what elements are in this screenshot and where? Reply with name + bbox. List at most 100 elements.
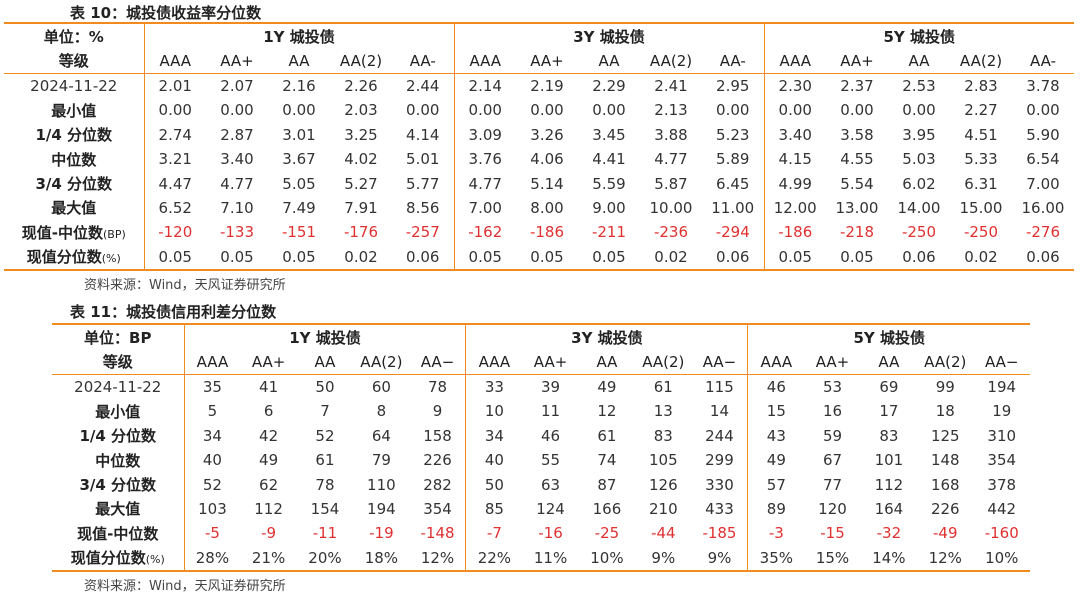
table-cell: -15 xyxy=(820,524,845,543)
table-cell: -276 xyxy=(1025,223,1061,242)
table-cell: 0.00 xyxy=(1026,101,1060,120)
table-cell: 61 xyxy=(653,377,673,396)
table-cell: 11.00 xyxy=(711,198,755,217)
unit-label: 单位：BP xyxy=(84,328,152,347)
table-row: 现值-中位数 -5 -9 -11 -19 -148 -7 -16 -25 -44 -185 -3 -15… xyxy=(52,521,1030,546)
table-row: 现值-中位数(BP) -120 -133 -151 -176 -257 -162 -186 -2… xyxy=(4,220,1074,245)
row-label-text: 1/4 分位数 xyxy=(35,126,113,145)
table-cell: 34 xyxy=(183,423,241,448)
row-label-text: 现值分位数 xyxy=(26,248,102,267)
table-cell: 33 xyxy=(465,374,523,400)
table-cell: 2.01 xyxy=(143,73,206,99)
table-cell: 310 xyxy=(987,426,1017,445)
table-cell: 9 xyxy=(432,402,443,421)
table-cell: 158 xyxy=(423,426,452,445)
table-cell: 18% xyxy=(364,548,399,567)
table-cell: -25 xyxy=(594,524,620,543)
table-cell: 4.51 xyxy=(964,125,998,144)
grade-header: AA(2) xyxy=(917,349,974,375)
table-cell: -32 xyxy=(876,524,902,543)
table-cell: -44 xyxy=(651,524,676,543)
table-cell: 55 xyxy=(540,451,561,470)
table-cell: 103 xyxy=(183,496,241,522)
row-label: 中位数 xyxy=(4,147,144,171)
table-cell: -250 xyxy=(901,223,937,242)
table-cell: 2.16 xyxy=(282,76,316,95)
table-cell: -49 xyxy=(933,524,958,543)
table-cell: -185 xyxy=(702,524,737,543)
table-cell: 0.06 xyxy=(406,247,440,266)
table-cell: 2.74 xyxy=(143,122,206,147)
table-cell: 3.45 xyxy=(592,125,626,144)
table-cell: 89 xyxy=(747,496,805,522)
group-header-row: 单位：% 1Y 城投债 3Y 城投债 5Y 城投债 xyxy=(4,23,1074,49)
table-cell: 3.21 xyxy=(143,146,206,172)
grade-header: AA xyxy=(888,48,950,74)
table11: 单位：BP 1Y 城投债 3Y 城投债 5Y 城投债 等级 AAA AA+ AA AA(2) AA… xyxy=(52,323,1030,572)
table-cell: 40 xyxy=(183,447,241,473)
table-cell: 125 xyxy=(930,426,960,445)
table-cell: 78 xyxy=(315,475,335,494)
table-cell: -7 xyxy=(465,521,523,546)
table-cell: 3.95 xyxy=(902,125,936,144)
table-cell: 354 xyxy=(987,451,1017,470)
table-row: 最小值 0.00 0.00 0.00 2.03 0.00 0.00 0.00 0.00 2.13 0… xyxy=(4,98,1074,123)
table-cell: -16 xyxy=(538,524,563,543)
table-cell: 5.05 xyxy=(282,174,316,193)
grade-header: AA xyxy=(296,349,354,375)
row-label-text: 中位数 xyxy=(95,451,141,470)
table-cell: 4.77 xyxy=(453,171,516,196)
grade-header: AA(2) xyxy=(635,349,692,375)
table-cell: 74 xyxy=(597,451,617,470)
table10-source: 资料来源：Wind，天风证券研究所 xyxy=(84,278,286,293)
table-cell: 2.95 xyxy=(716,76,750,95)
table-cell: 10.00 xyxy=(649,198,693,217)
table-cell: 299 xyxy=(705,451,734,470)
table-cell: 2.13 xyxy=(654,101,688,120)
row-label: 1/4 分位数 xyxy=(4,123,144,147)
table-cell: -176 xyxy=(343,223,379,242)
table-row: 中位数 3.21 3.40 3.67 4.02 5.01 3.76 4.06 4.41 4.77 5… xyxy=(4,146,1074,172)
row-label: 最小值 xyxy=(4,98,144,122)
table-cell: 378 xyxy=(987,475,1017,494)
table-cell: 124 xyxy=(536,499,565,518)
grade-header: AA xyxy=(860,349,918,375)
grade-header: AA+ xyxy=(522,349,579,375)
grade-header: AA xyxy=(578,48,640,74)
table-cell: 3.40 xyxy=(763,122,826,147)
table-cell: 42 xyxy=(259,426,279,445)
table-cell: 8 xyxy=(376,402,387,421)
row-label-text: 2024-11-22 xyxy=(30,76,118,95)
table-cell: 0.06 xyxy=(716,247,750,266)
table-cell: 5.03 xyxy=(902,150,936,169)
table-cell: 61 xyxy=(597,426,617,445)
table-cell: 39 xyxy=(540,377,561,396)
table-cell: 49 xyxy=(259,451,279,470)
table-cell: 442 xyxy=(987,499,1017,518)
table-cell: 12% xyxy=(928,548,962,567)
table-cell: 3.25 xyxy=(344,125,378,144)
table-cell: 433 xyxy=(705,499,734,518)
table-cell: 3.40 xyxy=(220,150,254,169)
table-cell: 34 xyxy=(465,423,523,448)
grade-header: AAA xyxy=(183,349,241,375)
table-cell: 6.31 xyxy=(964,174,998,193)
table-cell: 0.02 xyxy=(964,247,998,266)
table-cell: 21% xyxy=(251,548,286,567)
grade-header: AA+ xyxy=(516,48,578,74)
table-cell: 7.00 xyxy=(1026,174,1060,193)
table-cell: 0.00 xyxy=(592,101,626,120)
row-label: 现值-中位数 xyxy=(52,521,184,545)
group-header-row: 单位：BP 1Y 城投债 3Y 城投债 5Y 城投债 xyxy=(52,324,1030,350)
table-cell: 13.00 xyxy=(835,198,879,217)
table-row: 中位数 40 49 61 79 226 40 55 74 105 299 49 67 101 148 354 xyxy=(52,447,1030,473)
table-cell: 0.00 xyxy=(840,101,874,120)
table-cell: 28% xyxy=(183,545,241,571)
table-cell: -218 xyxy=(839,223,875,242)
table-cell: 5.90 xyxy=(1026,125,1060,144)
grade-header: AA- xyxy=(1012,48,1074,74)
table-cell: 63 xyxy=(540,475,561,494)
table-cell: -133 xyxy=(219,223,255,242)
group-header: 1Y 城投债 xyxy=(143,23,454,49)
table-cell: -160 xyxy=(984,524,1019,543)
